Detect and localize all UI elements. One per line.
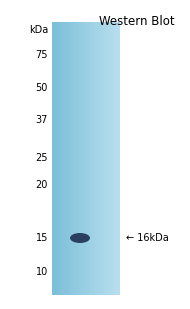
Text: 37: 37	[36, 115, 48, 125]
Text: 75: 75	[36, 50, 48, 60]
Text: 10: 10	[36, 267, 48, 277]
Text: Western Blot: Western Blot	[99, 15, 175, 28]
Text: kDa: kDa	[29, 25, 48, 35]
Text: ← 16kDa: ← 16kDa	[126, 233, 169, 243]
Text: 25: 25	[36, 153, 48, 163]
Text: 15: 15	[36, 233, 48, 243]
Text: 20: 20	[36, 180, 48, 190]
Text: 50: 50	[36, 83, 48, 93]
Ellipse shape	[70, 233, 90, 243]
